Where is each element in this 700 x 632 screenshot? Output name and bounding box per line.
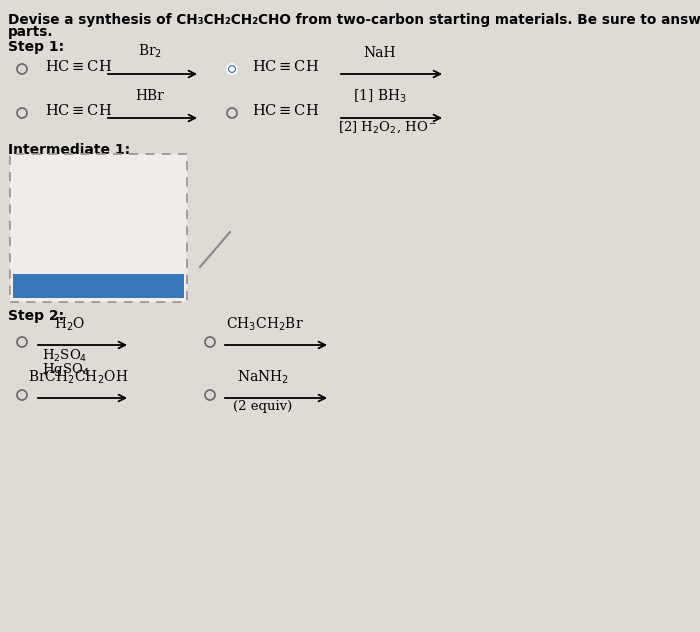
Bar (10, 154, 187, 302)
Text: HC$\equiv$CH: HC$\equiv$CH (252, 103, 319, 118)
Text: Br$_2$: Br$_2$ (138, 42, 162, 60)
Text: CH$_3$CH$_2$Br: CH$_3$CH$_2$Br (226, 315, 304, 333)
Text: BrCH$_2$CH$_2$OH: BrCH$_2$CH$_2$OH (28, 368, 128, 386)
Text: [2] H$_2$O$_2$, HO$^-$: [2] H$_2$O$_2$, HO$^-$ (338, 120, 438, 135)
Text: HC$\equiv$CH: HC$\equiv$CH (45, 103, 112, 118)
Bar (13, 274, 184, 298)
Text: Intermediate 1:: Intermediate 1: (8, 143, 130, 157)
Text: HBr: HBr (136, 89, 164, 103)
Text: Step 1:: Step 1: (8, 40, 64, 54)
Text: Devise a synthesis of CH₃CH₂CH₂CHO from two-carbon starting materials. Be sure t: Devise a synthesis of CH₃CH₂CH₂CHO from … (8, 13, 700, 27)
Text: parts.: parts. (8, 25, 53, 39)
Text: HC$\equiv$CH: HC$\equiv$CH (45, 59, 112, 74)
Text: H$_2$SO$_4$: H$_2$SO$_4$ (42, 348, 88, 364)
Text: H$_2$O: H$_2$O (55, 315, 85, 333)
Circle shape (230, 67, 235, 71)
Text: NaH: NaH (364, 46, 396, 60)
Text: HgSO$_4$: HgSO$_4$ (42, 361, 90, 378)
Text: HC$\equiv$CH: HC$\equiv$CH (252, 59, 319, 74)
Text: draw structure ...: draw structure ... (37, 279, 160, 293)
Text: NaNH$_2$: NaNH$_2$ (237, 368, 289, 386)
Text: (2 equiv): (2 equiv) (233, 400, 293, 413)
Text: Step 2:: Step 2: (8, 309, 64, 323)
Circle shape (227, 64, 237, 74)
Text: [1] BH$_3$: [1] BH$_3$ (353, 88, 407, 105)
